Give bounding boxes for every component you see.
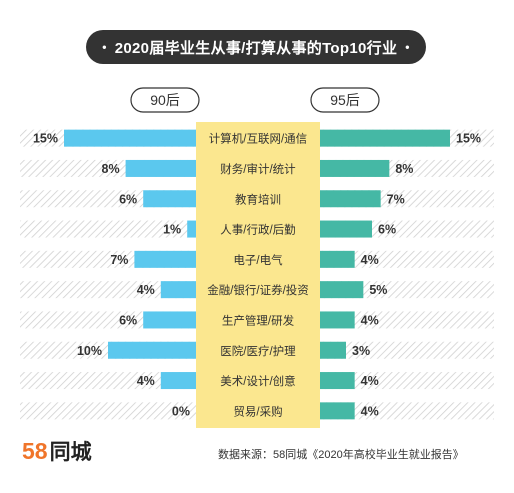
bar-95s [320, 190, 381, 208]
title-dot-left: • [102, 40, 107, 54]
data-label-95s: 5% [369, 283, 387, 297]
hatch-left [20, 402, 196, 420]
data-label-95s: 6% [378, 223, 396, 237]
data-label-95s: 4% [361, 313, 379, 327]
data-label-95s: 7% [387, 192, 405, 206]
bar-90s [160, 281, 196, 299]
bar-95s [320, 129, 450, 147]
data-label-90s: 4% [137, 283, 155, 297]
hatch-right [320, 311, 494, 329]
data-label-95s: 4% [361, 374, 379, 388]
bar-95s [320, 159, 390, 177]
bar-90s [143, 311, 196, 329]
brand-logo: 58 同城 [22, 436, 92, 466]
series-header-left: 90后 [150, 92, 180, 108]
chart-title: • 2020届毕业生从事/打算从事的Top10行业 • [86, 30, 426, 64]
category-label: 医院/医疗/护理 [220, 344, 296, 358]
category-label: 电子/电气 [233, 253, 283, 267]
chart-title-text: 2020届毕业生从事/打算从事的Top10行业 [114, 39, 398, 57]
bar-95s [320, 220, 372, 238]
category-label: 财务/审计/统计 [220, 162, 296, 176]
data-label-95s: 15% [456, 132, 481, 146]
title-dot-right: • [405, 40, 410, 54]
category-label: 人事/行政/后勤 [220, 223, 295, 237]
hatch-right [320, 341, 494, 359]
category-label: 教育培训 [235, 192, 281, 206]
data-label-90s: 0% [172, 404, 190, 418]
bar-90s [108, 341, 196, 359]
data-label-90s: 4% [137, 374, 155, 388]
bar-95s [320, 281, 364, 299]
bar-95s [320, 311, 355, 329]
series-header-right: 95后 [330, 92, 360, 108]
bar-95s [320, 341, 346, 359]
hatch-left [20, 220, 196, 238]
logo-text: 同城 [49, 441, 92, 464]
data-label-90s: 7% [110, 253, 128, 267]
series-header-pill-left [130, 87, 200, 113]
data-label-95s: 4% [361, 404, 379, 418]
hatch-right [320, 402, 494, 420]
bar-95s [320, 372, 355, 390]
hatch-right [320, 372, 494, 390]
category-label: 美术/设计/创意 [220, 374, 295, 388]
data-label-95s: 8% [395, 162, 413, 176]
category-label: 贸易/采购 [233, 404, 282, 418]
data-label-90s: 8% [102, 162, 120, 176]
hatch-right [320, 281, 494, 299]
data-label-90s: 6% [119, 192, 137, 206]
logo-number: 58 [22, 438, 48, 464]
bar-90s [160, 372, 196, 390]
data-label-90s: 1% [163, 223, 181, 237]
bar-90s [143, 190, 196, 208]
category-label: 金融/银行/证券/投资 [207, 283, 309, 297]
hatch-left [20, 281, 196, 299]
data-label-90s: 6% [119, 313, 137, 327]
data-label-95s: 4% [361, 253, 379, 267]
data-label-90s: 15% [33, 132, 58, 146]
category-column-bg [196, 122, 320, 428]
category-label: 生产管理/研发 [222, 313, 295, 327]
data-label-90s: 10% [77, 344, 102, 358]
bar-90s [64, 129, 196, 147]
bar-95s [320, 402, 355, 420]
data-source: 数据来源：58同城《2020年高校毕业生就业报告》 [218, 449, 464, 461]
bar-95s [320, 250, 355, 268]
hatch-left [20, 372, 196, 390]
series-header-pill-right [310, 87, 380, 113]
hatch-right [320, 250, 494, 268]
bar-90s [125, 159, 196, 177]
data-label-95s: 3% [352, 344, 370, 358]
category-label: 计算机/互联网/通信 [209, 132, 307, 146]
bar-90s [187, 220, 196, 238]
bar-90s [134, 250, 196, 268]
